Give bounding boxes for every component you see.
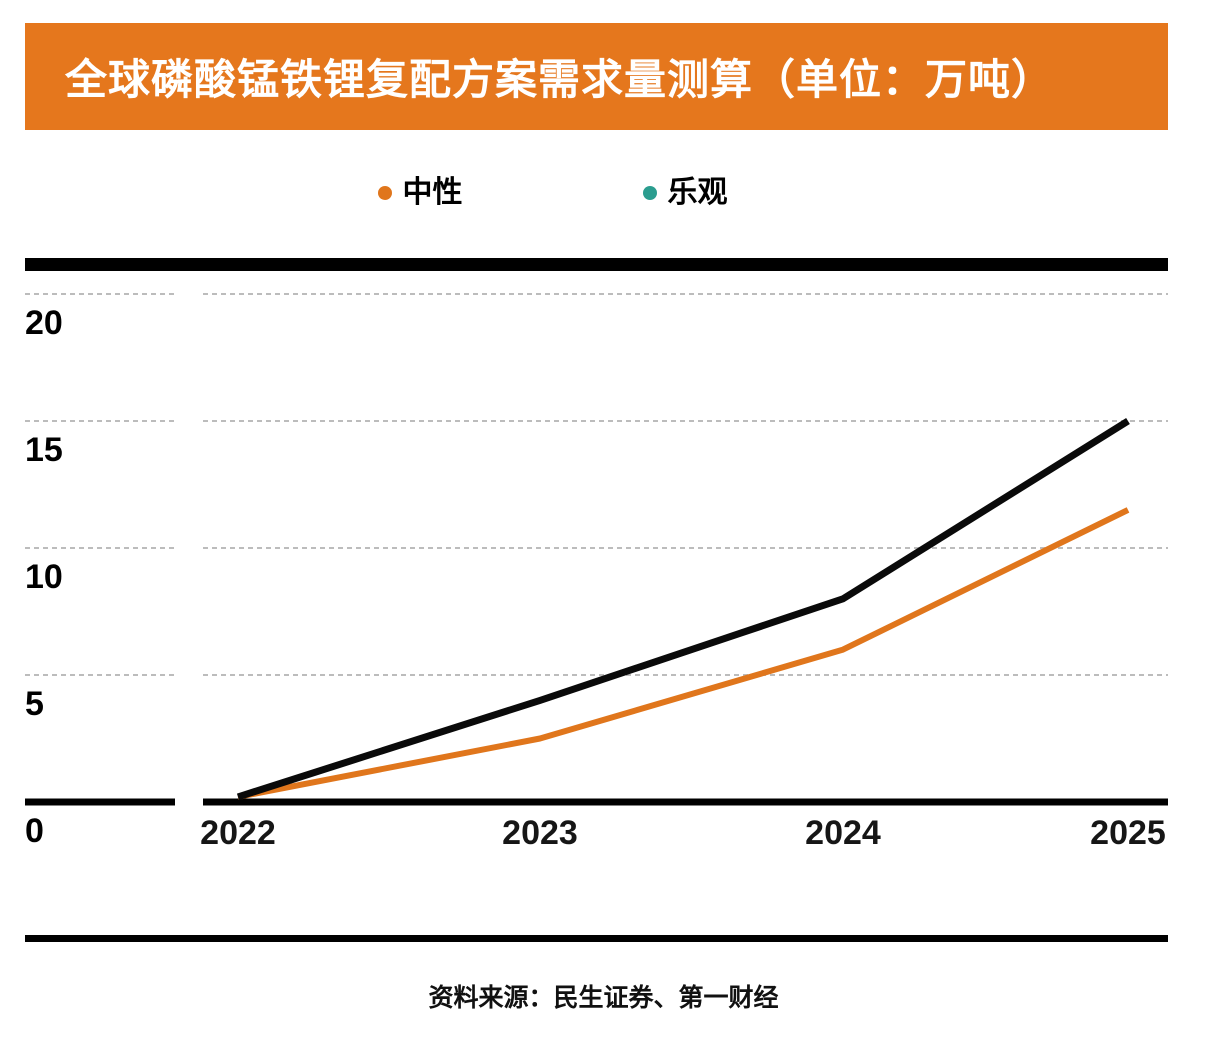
x-tick-label: 2022 <box>200 814 276 852</box>
legend-dot-icon <box>377 186 392 200</box>
y-tick-label: 0 <box>25 812 44 850</box>
x-tick-label: 2024 <box>805 814 881 852</box>
y-tick-label: 10 <box>25 558 63 596</box>
legend-item-2: 乐观 <box>642 176 728 209</box>
legend-item-1: 中性 <box>377 176 463 209</box>
series-line-2 <box>236 418 1130 801</box>
x-tick-label: 2023 <box>502 814 578 852</box>
y-tick-label: 5 <box>25 685 44 723</box>
y-tick-label: 20 <box>25 304 63 342</box>
legend-label: 中性 <box>402 176 463 209</box>
plot-svg <box>25 293 1168 806</box>
series-line-1 <box>237 507 1130 800</box>
legend: 中性 乐观 <box>0 178 1156 208</box>
bottom-divider-bar <box>25 935 1168 942</box>
line-chart: 0 5 10 15 20 2022 2023 2024 2025 <box>25 271 1168 881</box>
top-divider-bar <box>25 258 1168 271</box>
title-banner: 全球磷酸锰铁锂复配方案需求量测算（单位：万吨） <box>25 23 1168 130</box>
x-tick-label: 2025 <box>1090 814 1166 852</box>
legend-label: 乐观 <box>667 176 728 209</box>
y-tick-label: 15 <box>25 431 63 469</box>
page-title: 全球磷酸锰铁锂复配方案需求量测算（单位：万吨） <box>65 56 1055 103</box>
source-note: 资料来源：民生证券、第一财经 <box>428 985 779 1012</box>
legend-dot-icon <box>642 186 657 200</box>
